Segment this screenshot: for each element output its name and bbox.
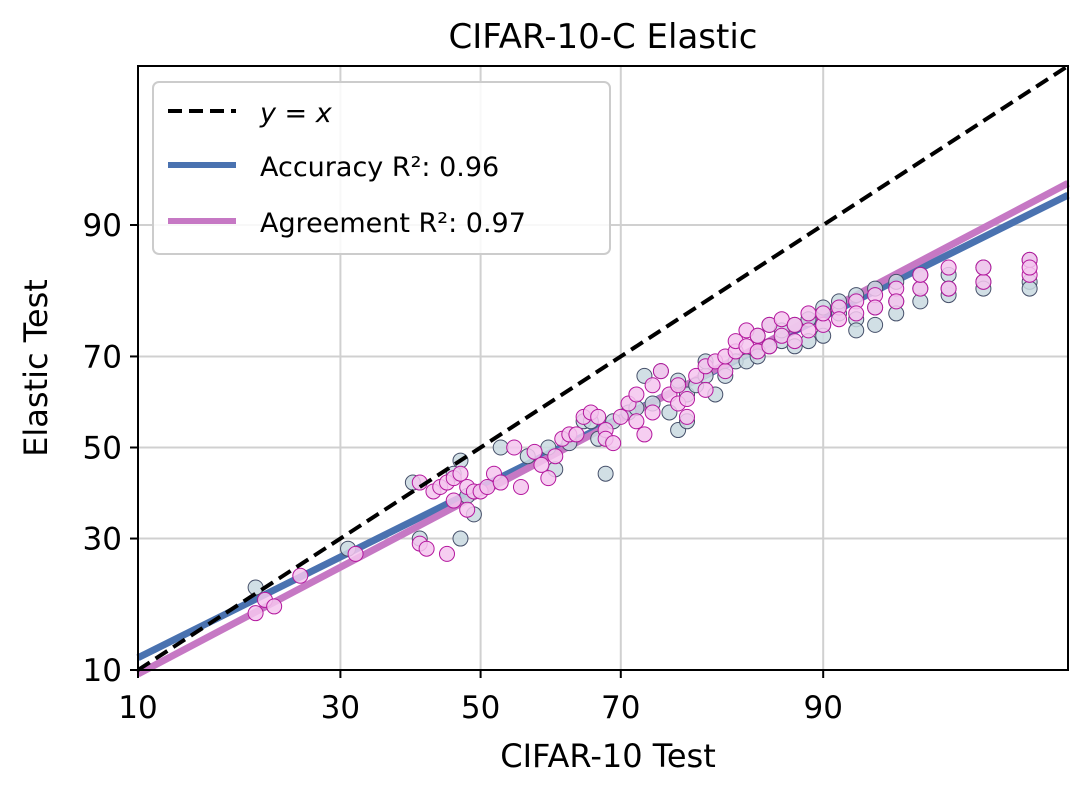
y-tick-label: 30 <box>83 522 122 558</box>
y-axis-label: Elastic Test <box>17 279 55 457</box>
data-points <box>247 251 1038 622</box>
agreement-point <box>975 273 992 290</box>
accuracy-point <box>492 439 509 456</box>
accuracy-point <box>867 316 884 333</box>
legend: y = x Accuracy R²: 0.96 Agreement R²: 0.… <box>152 81 611 255</box>
agreement-point <box>940 259 957 276</box>
x-tick-label: 70 <box>601 690 640 726</box>
legend-label-agreement: Agreement R²: 0.97 <box>260 208 526 239</box>
agreement-point <box>605 435 622 452</box>
agreement-point <box>679 390 696 407</box>
agreement-point <box>786 333 803 350</box>
agreement-point <box>717 363 734 380</box>
agreement-point <box>547 448 564 465</box>
agreement-point <box>644 377 661 394</box>
reference-line <box>136 64 1070 672</box>
y-ticks: 10 30 50 70 90 <box>83 208 138 689</box>
legend-box <box>152 81 611 255</box>
agreement-point <box>628 413 645 430</box>
agreement-point <box>439 545 456 562</box>
agreement-point <box>697 381 714 398</box>
agreement-point <box>479 479 496 496</box>
y-tick-label: 90 <box>83 208 122 244</box>
agreement-point <box>800 305 817 322</box>
agreement-point <box>831 311 848 328</box>
agreement-point <box>512 479 529 496</box>
agreement-point <box>612 408 629 425</box>
agreement-point <box>533 456 550 473</box>
agreement-point <box>292 567 309 584</box>
legend-label-yx: y = x <box>259 98 333 129</box>
accuracy-point <box>1021 280 1038 297</box>
x-tick-label: 50 <box>461 690 500 726</box>
x-tick-label: 90 <box>803 690 842 726</box>
accuracy-point <box>452 530 469 547</box>
agreement-point <box>652 363 669 380</box>
agreement-point <box>912 280 929 297</box>
agreement-point <box>867 299 884 316</box>
agreement-point <box>492 474 509 491</box>
accuracy-point <box>247 579 264 596</box>
agreement-point <box>247 605 264 622</box>
chart-title: CIFAR-10-C Elastic <box>448 17 757 57</box>
agreement-point <box>347 545 364 562</box>
agreement-point <box>912 266 929 283</box>
agreement-point <box>459 501 476 518</box>
y-tick-label: 10 <box>83 653 122 689</box>
agreement-point <box>975 259 992 276</box>
agreement-point <box>940 280 957 297</box>
agreement-point <box>888 293 905 310</box>
x-tick-label: 10 <box>118 690 157 726</box>
agreement-point <box>445 492 462 509</box>
agreement-point <box>800 322 817 339</box>
agreement-point <box>786 316 803 333</box>
accuracy-point <box>597 465 614 482</box>
y-tick-label: 70 <box>83 339 122 375</box>
agreement-point <box>670 377 687 394</box>
agreement-point <box>266 598 283 615</box>
agreement-point <box>688 367 705 384</box>
agreement-point <box>679 408 696 425</box>
y-equals-x-line <box>136 64 1070 672</box>
agreement-point <box>452 465 469 482</box>
agreement-point <box>506 439 523 456</box>
y-tick-label: 50 <box>83 430 122 466</box>
agreement-point <box>815 305 832 322</box>
agreement-point <box>526 443 543 460</box>
x-axis-label: CIFAR-10 Test <box>500 737 716 775</box>
accuracy-point <box>848 322 865 339</box>
agreement-point <box>1021 259 1038 276</box>
legend-label-accuracy: Accuracy R²: 0.96 <box>260 152 499 183</box>
agreement-point <box>848 305 865 322</box>
agreement-point <box>761 338 778 355</box>
agreement-point <box>628 386 645 403</box>
agreement-point <box>590 408 607 425</box>
agreement-point <box>644 404 661 421</box>
agreement-point <box>749 327 766 344</box>
x-tick-label: 30 <box>321 690 360 726</box>
agreement-point <box>568 426 585 443</box>
agreement-point <box>636 426 653 443</box>
agreement-point <box>418 540 435 557</box>
x-ticks: 10 30 50 70 90 <box>118 670 843 726</box>
agreement-point <box>540 470 557 487</box>
plot-frame <box>137 65 1069 671</box>
